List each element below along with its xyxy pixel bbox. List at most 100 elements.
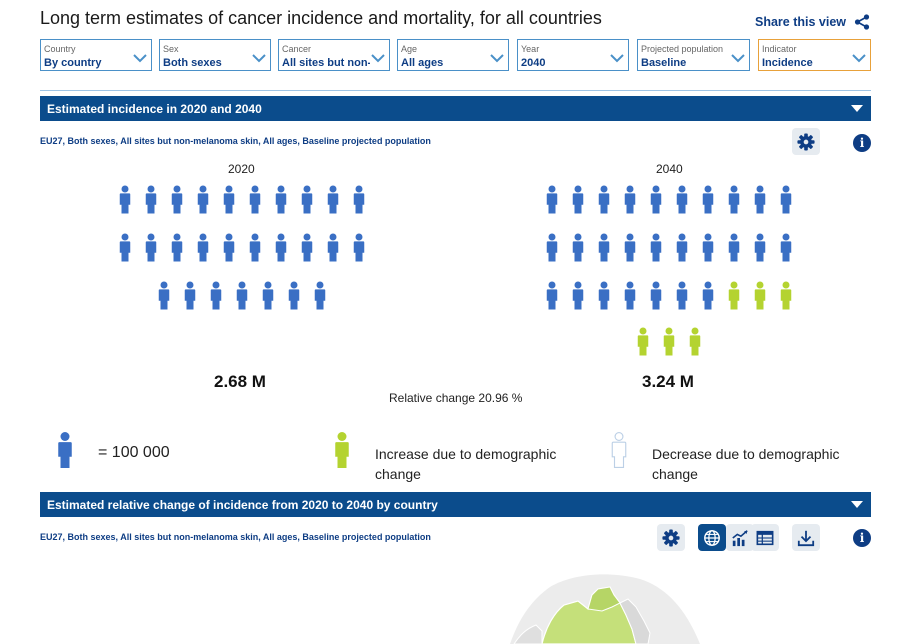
person-icon-blue: [184, 281, 196, 310]
settings-button[interactable]: [657, 524, 685, 551]
chart-view-button[interactable]: [726, 524, 754, 551]
share-icon: [854, 14, 870, 30]
value-2040: 3.24 M: [642, 372, 694, 391]
chevron-down-icon: [490, 54, 504, 63]
person-icon-blue: [301, 233, 313, 262]
relative-change-subtitle: EU27, Both sexes, All sites but non-mela…: [40, 532, 431, 542]
chevron-down-icon: [133, 54, 147, 63]
chevron-down-icon: [731, 54, 745, 63]
relative-change-section-header[interactable]: Estimated relative change of incidence f…: [40, 492, 871, 517]
map-region[interactable]: [619, 598, 651, 644]
person-icon-blue: [158, 281, 170, 310]
filter-age[interactable]: Age All ages: [397, 39, 509, 71]
filter-country[interactable]: Country By country: [40, 39, 152, 71]
person-icon-blue: [249, 185, 261, 214]
map-region[interactable]: [513, 624, 543, 644]
table-view-button[interactable]: [751, 524, 779, 551]
gear-icon: [797, 132, 815, 151]
person-icon-blue: [197, 233, 209, 262]
filter-value: All ages: [401, 57, 444, 69]
legend-decrease: Decrease due to demographic change: [652, 446, 840, 482]
page-title: Long term estimates of cancer incidence …: [40, 8, 602, 28]
filter-label: Indicator: [762, 44, 797, 54]
filter-label: Sex: [163, 44, 179, 54]
person-icon-blue: [754, 185, 766, 214]
filter-sex[interactable]: Sex Both sexes: [159, 39, 271, 71]
person-icon-blue: [288, 281, 300, 310]
person-icon-blue: [275, 233, 287, 262]
filter-label: Country: [44, 44, 76, 54]
person-icon-legend-green: [335, 432, 349, 468]
filter-value: Baseline: [641, 57, 687, 69]
person-icon-blue: [327, 185, 339, 214]
person-icon-blue: [780, 185, 792, 214]
person-icon-green: [663, 327, 675, 356]
person-icon-blue: [572, 281, 584, 310]
chevron-down-icon: [371, 54, 385, 63]
year-label-2020: 2020: [228, 162, 255, 176]
filter-projected-population[interactable]: Projected population Baseline: [637, 39, 750, 71]
person-icon-blue: [353, 233, 365, 262]
gear-icon: [662, 528, 680, 547]
person-icon-legend-outline: [611, 432, 627, 468]
person-icon-blue: [119, 185, 131, 214]
person-icon-blue: [572, 233, 584, 262]
person-icon-blue: [598, 185, 610, 214]
share-label: Share this view: [755, 15, 847, 29]
europe-map[interactable]: [500, 565, 720, 644]
person-icon-blue: [197, 185, 209, 214]
filter-label: Cancer: [282, 44, 312, 54]
table-icon: [756, 530, 774, 545]
person-icon-green: [689, 327, 701, 356]
filter-cancer[interactable]: Cancer All sites but non-melanoma skin: [278, 39, 390, 71]
filter-year[interactable]: Year 2040: [517, 39, 629, 71]
person-icon-blue: [650, 233, 662, 262]
download-button[interactable]: [792, 524, 820, 551]
person-icon-blue: [145, 233, 157, 262]
person-icon-blue: [676, 281, 688, 310]
settings-button[interactable]: [792, 128, 820, 155]
person-icon-blue: [650, 185, 662, 214]
download-icon: [797, 530, 815, 546]
value-2020: 2.68 M: [214, 372, 266, 391]
filter-indicator[interactable]: Indicator Incidence: [758, 39, 871, 71]
filter-value: Both sexes: [163, 57, 222, 69]
person-icon-blue: [171, 185, 183, 214]
map-region[interactable]: [587, 586, 621, 612]
year-label-2040: 2040: [656, 162, 683, 176]
person-icon-blue: [780, 233, 792, 262]
person-icon-blue: [598, 233, 610, 262]
filter-label: Age: [401, 44, 418, 54]
relative-change: Relative change 20.96 %: [389, 391, 523, 405]
person-icon-green: [780, 281, 792, 310]
incidence-subtitle: EU27, Both sexes, All sites but non-mela…: [40, 136, 431, 146]
person-icon-blue: [145, 185, 157, 214]
person-icon-blue: [249, 233, 261, 262]
legend-unit: = 100 000: [98, 444, 170, 461]
person-icon-blue: [624, 233, 636, 262]
incidence-section-header[interactable]: Estimated incidence in 2020 and 2040: [40, 96, 871, 121]
person-icon-blue: [702, 233, 714, 262]
person-icon-blue: [546, 281, 558, 310]
person-icon-blue: [119, 233, 131, 262]
person-icon-legend-blue: [58, 432, 72, 468]
person-icon-green: [728, 281, 740, 310]
map-view-button[interactable]: [698, 524, 726, 551]
filter-value: 2040: [521, 57, 546, 69]
person-icon-green: [637, 327, 649, 356]
person-icon-blue: [754, 233, 766, 262]
person-icon-blue: [650, 281, 662, 310]
filter-label: Year: [521, 44, 540, 54]
person-icon-blue: [353, 185, 365, 214]
person-icon-blue: [728, 185, 740, 214]
info-icon[interactable]: i: [853, 134, 871, 152]
info-icon[interactable]: i: [853, 529, 871, 547]
person-icon-blue: [624, 281, 636, 310]
filter-bar: Country By country Sex Both sexes Cancer…: [40, 39, 871, 73]
filter-label: Projected population: [641, 44, 724, 54]
person-icon-blue: [301, 185, 313, 214]
share-view-button[interactable]: Share this view: [755, 14, 870, 30]
person-icon-blue: [210, 281, 222, 310]
section-title: Estimated relative change of incidence f…: [47, 498, 438, 512]
person-icon-blue: [572, 185, 584, 214]
